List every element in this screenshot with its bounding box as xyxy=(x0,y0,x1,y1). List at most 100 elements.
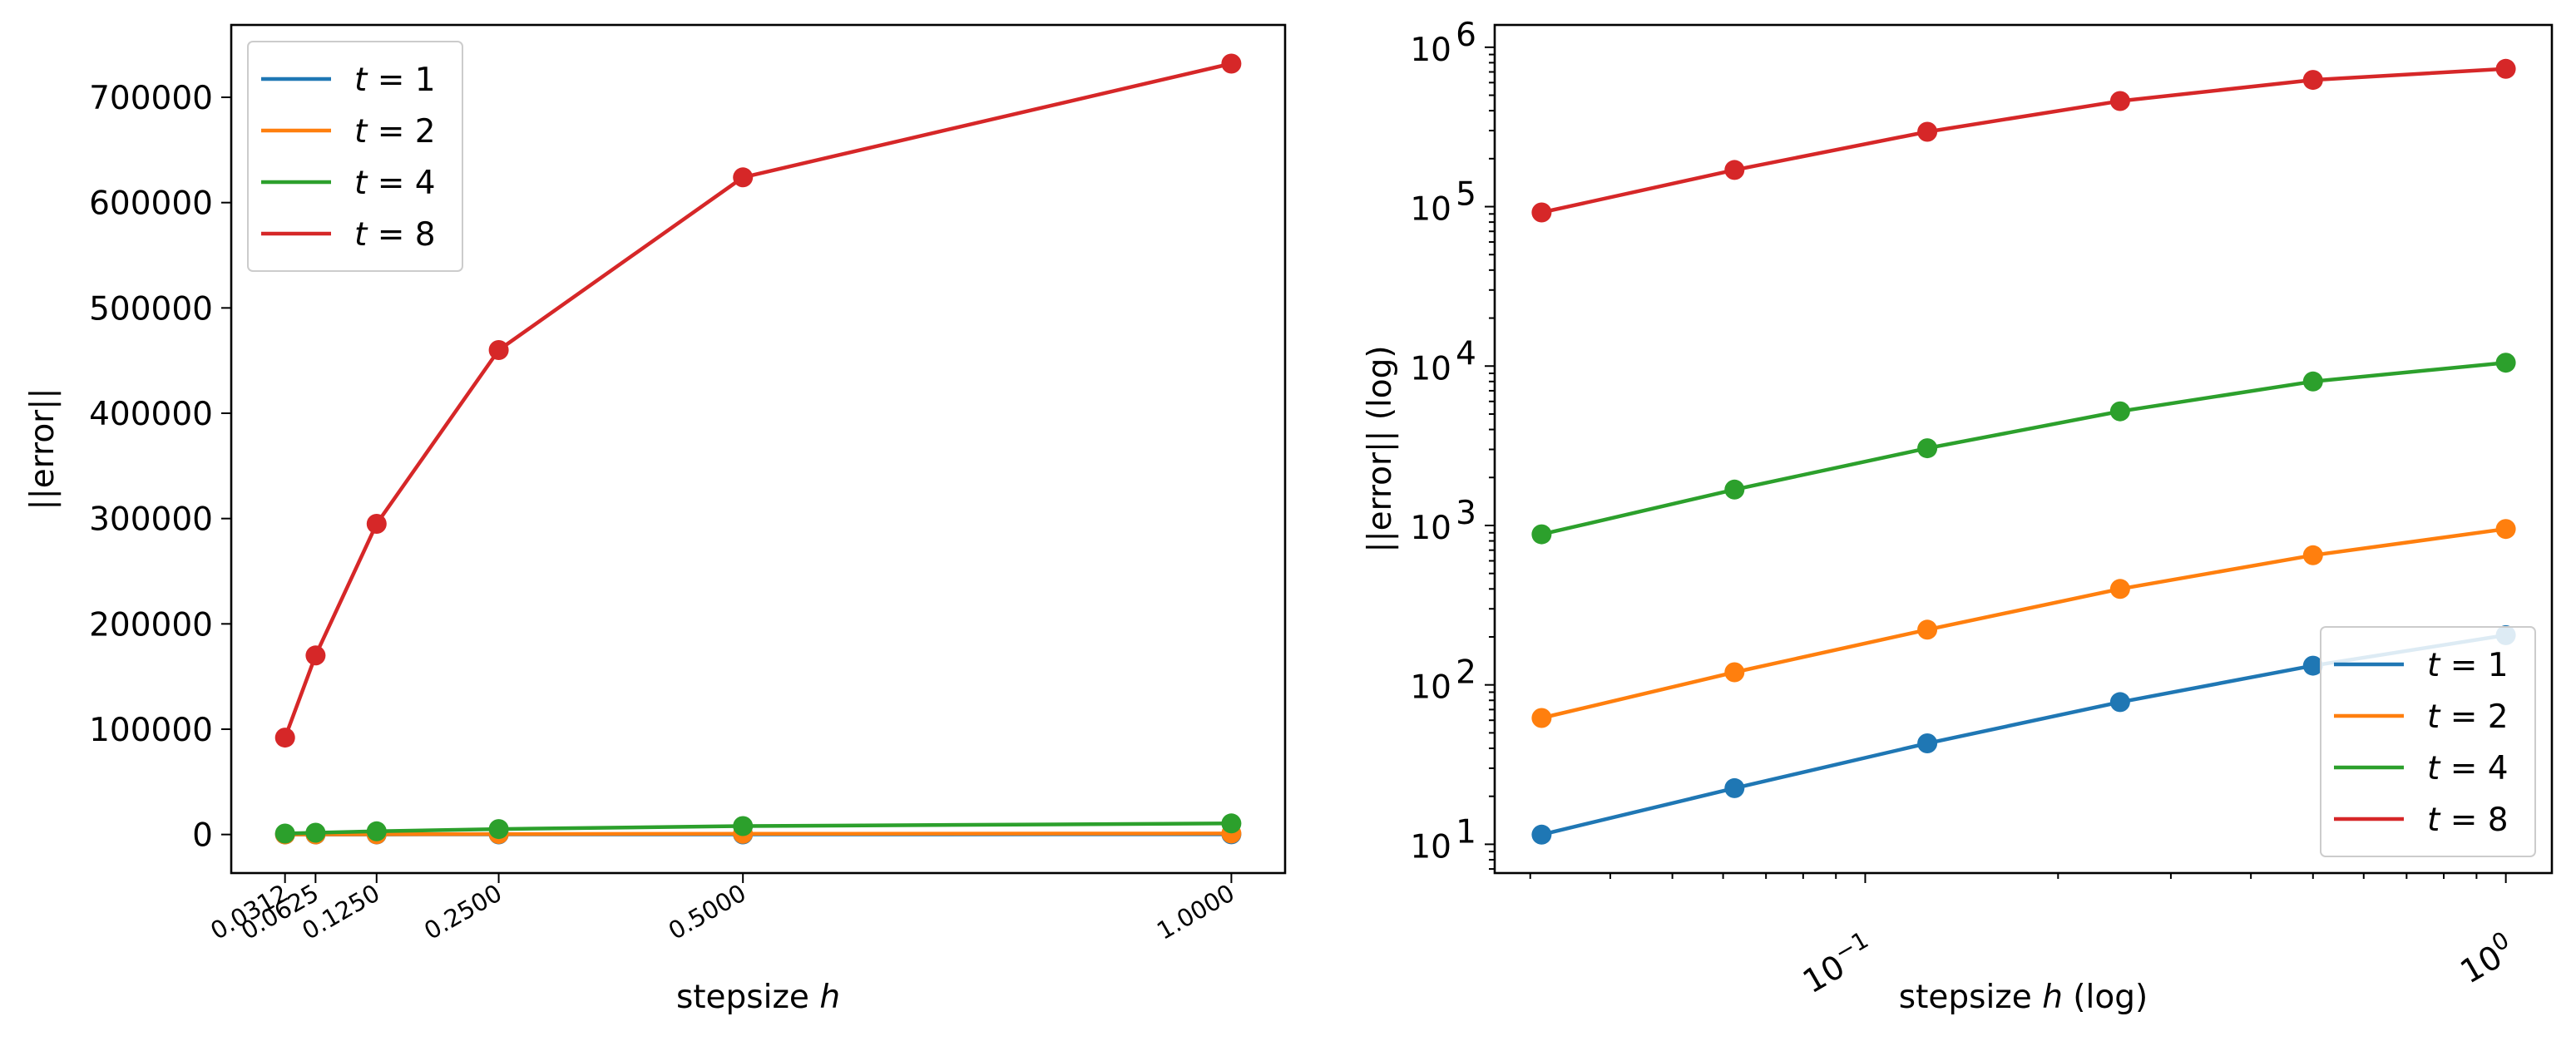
data-point-0-2-4 xyxy=(733,816,754,836)
legend-value: = 4 xyxy=(367,165,435,202)
legend-value: = 2 xyxy=(367,113,435,150)
data-point-1-0-0 xyxy=(1531,824,1552,845)
x-label-text: stepsize xyxy=(676,979,819,1016)
data-point-1-0-3 xyxy=(2109,692,2130,713)
legend-label-1-1: t = 2 xyxy=(2427,698,2509,736)
y-tick-label-0-0: 0 xyxy=(192,817,213,855)
data-point-1-0-4 xyxy=(2302,655,2323,676)
series-line-0-3 xyxy=(283,62,1232,738)
y-tick-label-1-1: 10 xyxy=(1410,669,1451,707)
y-tick-label-1-2: 10 xyxy=(1410,510,1451,547)
legend-value: = 2 xyxy=(2440,698,2508,736)
data-point-1-0-2 xyxy=(1917,733,1938,753)
legend-box xyxy=(247,41,463,272)
data-point-0-2-5 xyxy=(1221,813,1242,834)
data-point-1-2-3 xyxy=(2109,401,2130,422)
data-point-1-1-2 xyxy=(1917,619,1938,640)
y-axis-label-1: ||error|| (log) xyxy=(1362,345,1399,552)
y-tick-label-0-4: 400000 xyxy=(89,396,213,433)
data-point-1-1-5 xyxy=(2495,519,2516,540)
legend-label-0-1: t = 2 xyxy=(354,113,436,150)
y-tick-label-0-3: 300000 xyxy=(89,501,213,539)
y-tick-label-0-6: 600000 xyxy=(89,185,213,223)
x-label-var: h xyxy=(2042,979,2063,1016)
legend-label-0-2: t = 4 xyxy=(354,165,436,202)
data-point-0-2-3 xyxy=(488,819,509,840)
legend-value: = 8 xyxy=(367,216,435,254)
y-tick-label-0-5: 500000 xyxy=(89,290,213,328)
legend-value: = 1 xyxy=(2440,647,2508,684)
y-tick-label-1-4: 10 xyxy=(1410,191,1451,229)
legend-label-0-3: t = 8 xyxy=(354,216,436,254)
series-line-1-2 xyxy=(1540,360,2506,536)
y-tick-exp-1-5: 6 xyxy=(1456,17,1476,54)
data-point-1-0-1 xyxy=(1724,777,1745,798)
data-point-1-1-4 xyxy=(2302,545,2323,565)
y-tick-label-1-5: 10 xyxy=(1410,32,1451,69)
legend-var: t xyxy=(2427,647,2441,684)
x-axis-label-0: stepsize h xyxy=(676,979,840,1016)
x-axis-label-1: stepsize h (log) xyxy=(1899,979,2148,1016)
y-tick-exp-1-3: 4 xyxy=(1456,335,1476,373)
x-tick-label-0-3: 0.2500 xyxy=(419,879,507,945)
y-tick-label-0-7: 700000 xyxy=(89,80,213,117)
x-tick-label-1-1: 100 xyxy=(2451,926,2521,992)
legend-box xyxy=(2320,626,2536,857)
legend-value: = 4 xyxy=(2440,750,2508,787)
data-point-1-1-0 xyxy=(1531,708,1552,728)
x-tick-label-1-0: 10−1 xyxy=(1794,926,1881,1001)
legend-value: = 1 xyxy=(367,62,435,99)
data-point-0-2-0 xyxy=(274,823,295,844)
x-label-text: stepsize xyxy=(1899,979,2042,1016)
legend-var: t xyxy=(2427,698,2441,736)
data-point-1-3-5 xyxy=(2495,58,2516,79)
data-point-1-2-1 xyxy=(1724,479,1745,500)
legend-var: t xyxy=(2427,750,2441,787)
y-tick-label-1-3: 10 xyxy=(1410,350,1451,387)
data-point-1-2-5 xyxy=(2495,353,2516,373)
legend-value: = 8 xyxy=(2440,802,2508,839)
y-tick-exp-1-2: 3 xyxy=(1456,495,1476,532)
data-point-0-3-4 xyxy=(733,167,754,188)
legend-label-1-2: t = 4 xyxy=(2427,750,2509,787)
y-tick-exp-1-4: 5 xyxy=(1456,176,1476,214)
data-point-1-3-2 xyxy=(1917,121,1938,142)
x-tick-label-0-4: 0.5000 xyxy=(664,879,751,945)
y-tick-label-0-1: 100000 xyxy=(89,712,213,749)
data-point-0-3-0 xyxy=(274,728,295,748)
x-tick-label-0-5: 1.0000 xyxy=(1152,879,1239,945)
y-tick-exp-1-1: 2 xyxy=(1456,654,1476,692)
data-point-0-3-5 xyxy=(1221,53,1242,74)
y-tick-label-0-2: 200000 xyxy=(89,606,213,644)
data-point-1-1-3 xyxy=(2109,579,2130,599)
data-point-1-3-3 xyxy=(2109,91,2130,111)
data-point-1-3-0 xyxy=(1531,202,1552,223)
legend-var: t xyxy=(354,165,368,202)
data-point-1-1-1 xyxy=(1724,662,1745,683)
series-line-1-3 xyxy=(1540,67,2506,215)
x-label-var: h xyxy=(819,979,840,1016)
data-point-1-2-0 xyxy=(1531,524,1552,545)
legend-var: t xyxy=(354,216,368,254)
data-point-0-3-3 xyxy=(488,340,509,360)
data-point-0-3-1 xyxy=(305,645,326,666)
legend-label-1-0: t = 1 xyxy=(2427,647,2509,684)
data-point-1-3-1 xyxy=(1724,160,1745,180)
y-tick-exp-1-0: 1 xyxy=(1456,813,1476,851)
legend-var: t xyxy=(354,62,368,99)
y-axis-label-0: ||error|| xyxy=(24,388,62,511)
data-point-0-2-2 xyxy=(366,821,387,841)
data-point-1-2-4 xyxy=(2302,371,2323,392)
series-line-1-1 xyxy=(1540,526,2506,720)
series-line-0-1 xyxy=(284,831,1232,836)
legend-var: t xyxy=(2427,802,2441,839)
axes-frame-0 xyxy=(230,23,1287,875)
data-point-0-3-2 xyxy=(366,514,387,534)
data-point-1-3-4 xyxy=(2302,70,2323,91)
legend-label-1-3: t = 8 xyxy=(2427,802,2509,839)
chart-linear: 0 100000 200000 300000 400000 500000 600000 700… xyxy=(24,23,1287,1016)
axes-frame-1 xyxy=(1493,23,2554,875)
y-tick-label-1-0: 10 xyxy=(1410,828,1451,866)
legend-label-0-0: t = 1 xyxy=(354,62,436,99)
